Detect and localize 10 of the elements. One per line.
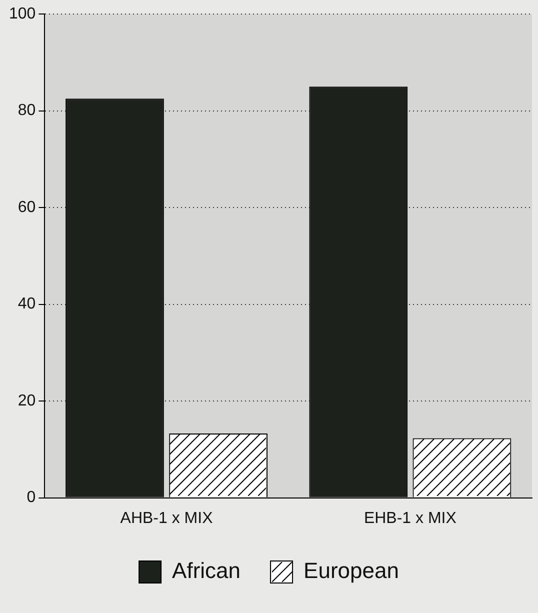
y-tick-label: 80 [18, 102, 36, 120]
x-tick-label: AHB-1 x MIX [120, 510, 214, 527]
y-tick-label: 40 [18, 296, 36, 313]
y-tick-label: 20 [18, 392, 36, 410]
y-tick-label: 60 [18, 198, 36, 216]
legend-label: African [172, 558, 241, 584]
x-tick-label: EHB-1 x MIX [364, 510, 457, 527]
legend-label: European [304, 558, 399, 584]
y-tick-label: 100 [8, 5, 36, 22]
y-tick-label: 0 [26, 489, 36, 506]
